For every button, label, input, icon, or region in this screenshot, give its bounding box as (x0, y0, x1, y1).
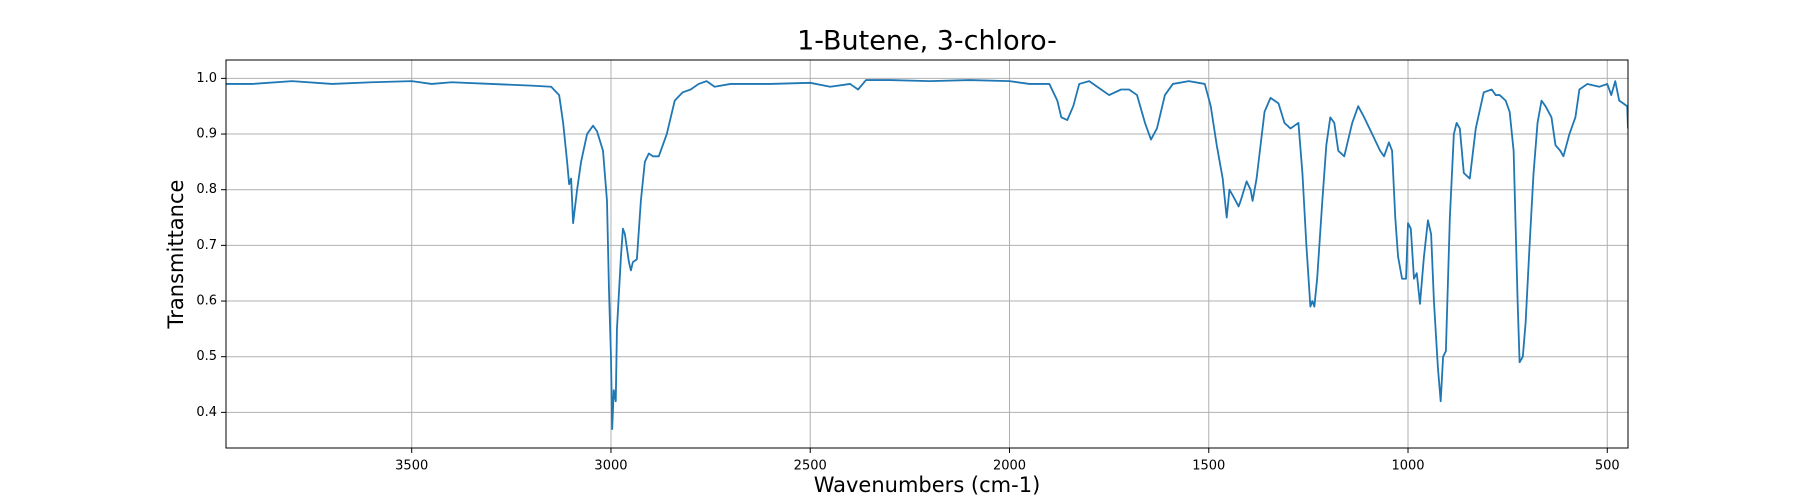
y-tick-label: 0.6 (196, 294, 217, 309)
y-axis-label: Transmittance (164, 180, 188, 330)
x-tick-label: 2000 (993, 459, 1026, 474)
y-tick-label: 1.0 (196, 71, 217, 86)
x-tick-label: 1000 (1391, 459, 1424, 474)
x-axis-label: Wavenumbers (cm-1) (814, 473, 1041, 497)
x-tick-label: 500 (1595, 459, 1620, 474)
chart-title: 1-Butene, 3-chloro- (797, 26, 1057, 57)
y-tick-label: 0.4 (196, 405, 217, 420)
spectrum-line (226, 79, 1628, 430)
y-tick-label: 0.5 (196, 349, 217, 364)
plot-frame (225, 59, 1629, 449)
x-tick-label: 2500 (794, 459, 827, 474)
y-tick-label: 0.8 (196, 182, 217, 197)
y-tick-label: 0.9 (196, 127, 217, 142)
x-tick-label: 3000 (594, 459, 627, 474)
y-tick-label: 0.7 (196, 238, 217, 253)
x-tick-label: 1500 (1192, 459, 1225, 474)
x-tick-label: 3500 (395, 459, 428, 474)
